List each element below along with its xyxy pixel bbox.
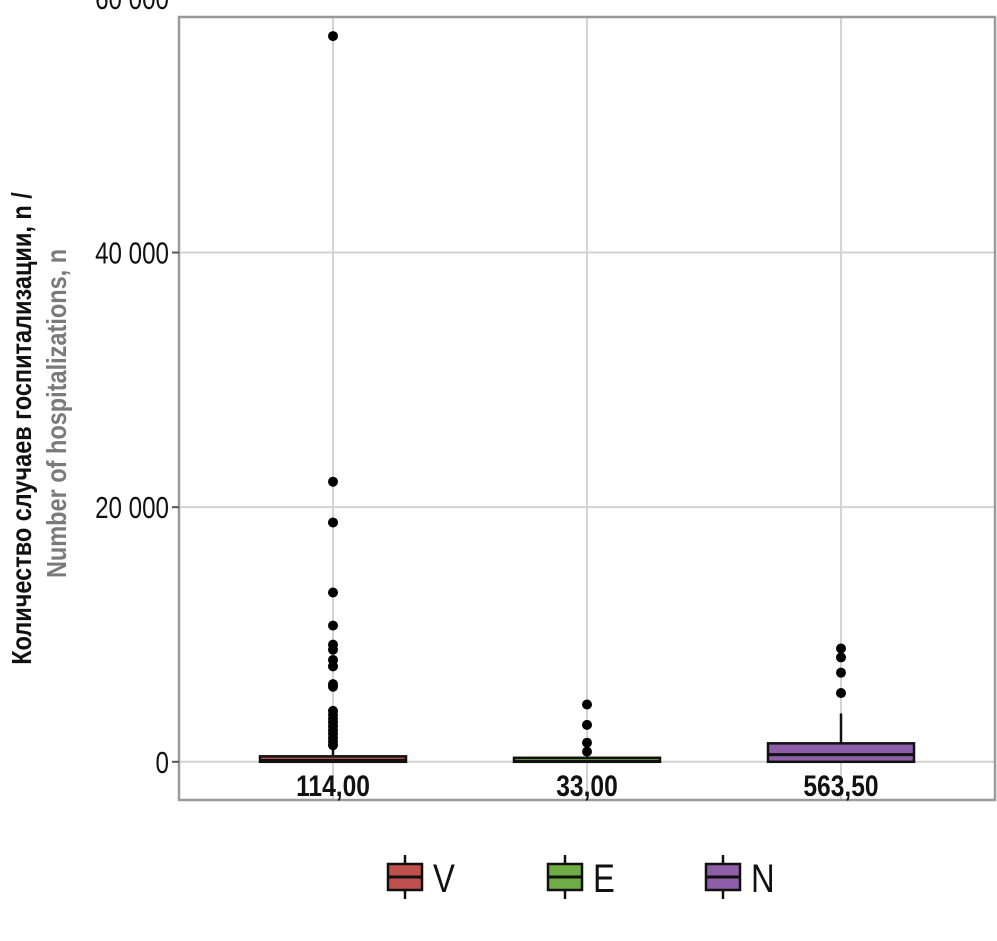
plot-grid (179, 17, 995, 800)
legend-item-N: N (704, 855, 775, 901)
outlier-point (328, 740, 338, 751)
outlier-point (582, 746, 592, 757)
legend-label: E (593, 856, 615, 901)
outlier-point (582, 699, 592, 710)
outlier-point (328, 517, 338, 528)
median-labels: 114,00 33,00 563,50 (296, 769, 879, 803)
outlier-point (328, 681, 338, 692)
outliers-layer (328, 31, 846, 757)
y-tick-label: 20 000 (95, 490, 169, 525)
y-axis-title-ru: Количество случаев госпитализации, n / (7, 192, 37, 665)
outlier-point (836, 652, 846, 663)
median-label: 114,00 (296, 769, 370, 803)
median-label: 33,00 (556, 769, 618, 803)
outlier-point (328, 661, 338, 672)
outlier-point (582, 737, 592, 748)
outlier-point (328, 587, 338, 598)
plot-panel-border (177, 15, 997, 802)
box-V (258, 747, 408, 764)
box-N (766, 713, 916, 764)
legend-label: V (433, 856, 455, 901)
boxes-layer (258, 713, 916, 764)
outlier-point (582, 719, 592, 730)
outlier-point (328, 644, 338, 655)
y-tick-label: 60 000 (95, 0, 169, 16)
outlier-point (328, 620, 338, 631)
y-axis-title: Количество случаев госпитализации, n / N… (7, 192, 72, 665)
box-E (512, 756, 662, 764)
box-body (766, 742, 916, 764)
y-tick-label: 0 (156, 745, 169, 780)
outlier-point (328, 31, 338, 42)
legend-label: N (751, 856, 775, 901)
y-axis: 0 20 000 40 000 60 000 (95, 0, 179, 779)
y-tick-label: 40 000 (95, 236, 169, 271)
outlier-point (328, 476, 338, 487)
legend-item-V: V (386, 855, 455, 901)
outlier-point (836, 667, 846, 678)
outlier-point (836, 643, 846, 654)
median-label: 563,50 (803, 769, 878, 803)
legend-item-E: E (546, 855, 615, 901)
y-axis-title-en: Number of hospitalizations, n (42, 249, 72, 578)
outlier-point (836, 688, 846, 699)
